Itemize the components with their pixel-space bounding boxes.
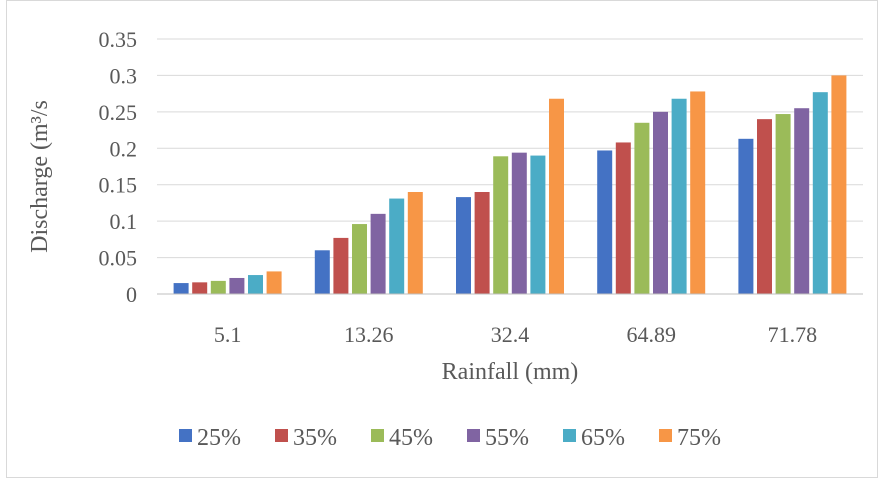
bar (549, 98, 564, 294)
legend-swatch (563, 429, 576, 442)
legend-label: 55% (485, 425, 529, 451)
legend: 25% 35% 45% 55% 65% 75% (179, 425, 721, 451)
bar (192, 282, 208, 294)
bar (370, 213, 386, 294)
legend-swatch (275, 429, 288, 442)
bar (456, 197, 471, 294)
y-tick-label: 0.35 (99, 27, 138, 52)
bar (775, 114, 791, 295)
y-tick-label: 0.25 (99, 100, 138, 125)
y-tick-label: 0.1 (110, 209, 138, 234)
gridlines (157, 38, 863, 259)
bar (671, 98, 687, 294)
legend-label: 25% (197, 425, 241, 451)
bar (173, 283, 189, 294)
legend-swatch (371, 429, 384, 442)
x-axis-title: Rainfall (mm) (442, 359, 579, 385)
legend-swatch (467, 429, 480, 442)
x-tick-label: 32.4 (491, 322, 530, 347)
bar (615, 142, 631, 294)
bar (389, 198, 405, 294)
legend-label: 35% (293, 425, 337, 451)
bar (210, 280, 226, 294)
bar (229, 277, 245, 294)
y-axis-title: Discharge (m³/s (27, 100, 53, 253)
bar (597, 150, 613, 294)
legend-label: 65% (581, 425, 625, 451)
x-tick-label: 13.26 (344, 322, 394, 347)
chart-frame: 0 0.05 0.1 0.15 0.2 0.25 0.3 0.35 5.1 13.26 32.4 6… (6, 0, 878, 478)
bar (530, 155, 546, 294)
bar (634, 122, 650, 295)
legend-swatch (659, 429, 672, 442)
y-tick-label: 0.2 (110, 136, 138, 161)
bar (248, 275, 263, 294)
bar (738, 138, 754, 294)
bar (352, 224, 367, 294)
bar (474, 192, 490, 294)
bar (757, 119, 772, 295)
y-tick-label: 0.05 (99, 246, 138, 271)
bar (831, 75, 847, 294)
bar-chart: 0 0.05 0.1 0.15 0.2 0.25 0.3 0.35 5.1 13.26 32.4 6… (27, 27, 863, 451)
bar (333, 237, 349, 294)
bar (511, 152, 527, 294)
x-tick-label: 5.1 (214, 322, 242, 347)
legend-label: 75% (677, 425, 721, 451)
y-axis-ticks: 0 0.05 0.1 0.15 0.2 0.25 0.3 0.35 (99, 27, 138, 307)
y-tick-label: 0.3 (110, 63, 138, 88)
bar (314, 250, 330, 294)
x-tick-label: 64.89 (626, 322, 676, 347)
bars (173, 75, 847, 295)
bar (266, 271, 282, 294)
legend-swatch (179, 429, 192, 442)
bar (407, 192, 423, 294)
bar (493, 156, 509, 294)
y-tick-label: 0.15 (99, 173, 138, 198)
x-axis-ticks: 5.1 13.26 32.4 64.89 71.78 (214, 322, 817, 347)
bar (794, 108, 810, 294)
bar (653, 111, 668, 294)
x-tick-label: 71.78 (768, 322, 818, 347)
bar (690, 91, 706, 294)
y-tick-label: 0 (126, 282, 137, 307)
bar (812, 92, 828, 294)
legend-label: 45% (389, 425, 433, 451)
